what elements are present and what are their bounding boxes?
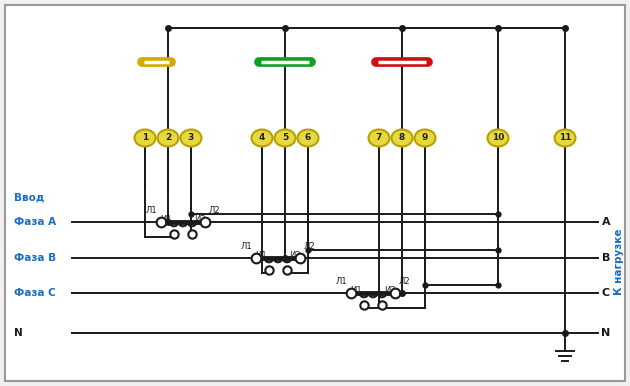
Ellipse shape (181, 129, 202, 147)
Text: 1: 1 (142, 134, 148, 142)
Text: 5: 5 (282, 134, 288, 142)
Text: Ввод: Ввод (14, 193, 44, 203)
Ellipse shape (391, 129, 413, 147)
Text: Л2: Л2 (304, 242, 316, 251)
Text: И1: И1 (255, 251, 267, 260)
Text: N: N (14, 328, 23, 338)
Text: И1: И1 (350, 286, 362, 295)
Text: Л1: Л1 (335, 277, 347, 286)
Text: Фаза B: Фаза B (14, 253, 56, 263)
Text: 9: 9 (422, 134, 428, 142)
Text: И2: И2 (384, 286, 396, 295)
Text: И2: И2 (194, 215, 205, 224)
Ellipse shape (369, 129, 389, 147)
Ellipse shape (488, 129, 508, 147)
Text: Фаза А: Фаза А (14, 217, 56, 227)
Text: 3: 3 (188, 134, 194, 142)
Text: Л1: Л1 (241, 242, 252, 251)
Text: 10: 10 (492, 134, 504, 142)
Text: 11: 11 (559, 134, 571, 142)
Text: Л2: Л2 (399, 277, 411, 286)
Text: 8: 8 (399, 134, 405, 142)
Text: 7: 7 (376, 134, 382, 142)
Text: 6: 6 (305, 134, 311, 142)
Ellipse shape (415, 129, 435, 147)
Text: 2: 2 (165, 134, 171, 142)
Ellipse shape (297, 129, 319, 147)
Text: C: C (602, 288, 610, 298)
Text: И2: И2 (289, 251, 301, 260)
Ellipse shape (158, 129, 178, 147)
Text: Фаза C: Фаза C (14, 288, 55, 298)
Text: К нагрузке: К нагрузке (614, 229, 624, 295)
Text: Л1: Л1 (146, 206, 157, 215)
Text: A: A (602, 217, 610, 227)
Text: Л2: Л2 (209, 206, 220, 215)
Text: N: N (602, 328, 610, 338)
Text: B: B (602, 253, 610, 263)
Ellipse shape (554, 129, 575, 147)
Ellipse shape (251, 129, 273, 147)
Text: И1: И1 (161, 215, 172, 224)
Ellipse shape (275, 129, 295, 147)
Text: 4: 4 (259, 134, 265, 142)
Ellipse shape (134, 129, 156, 147)
